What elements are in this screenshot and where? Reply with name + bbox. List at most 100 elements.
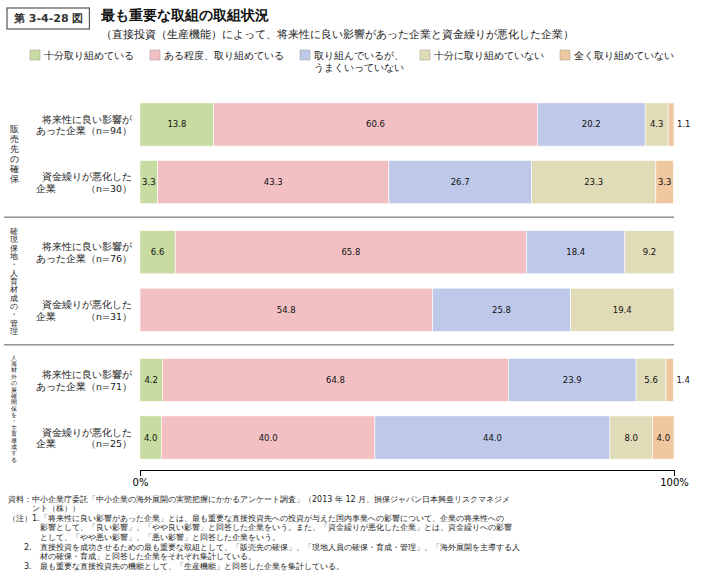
row-label: 将来性に良い影響があった企業（n=94）: [36, 113, 133, 136]
title: 最も重要な取組の取組状況: [100, 7, 269, 23]
data-label: 1.4: [676, 375, 690, 385]
bar-segment: [610, 416, 653, 459]
row-label: 将来性に良い影響があった企業（n=76）: [36, 241, 133, 264]
data-label: 26.7: [451, 177, 470, 187]
x-tick-label: 100%: [660, 477, 689, 488]
group-separators: [4, 217, 674, 345]
data-label: 8.0: [625, 433, 639, 443]
data-label: 43.3: [264, 177, 283, 187]
legend-swatch: [300, 50, 310, 60]
chart-container: 第 3-4-28 図 最も重要な取組の取組状況 （直接投資（生産機能）によって、将来…: [0, 0, 704, 576]
bar-segment: [162, 358, 508, 401]
bar-segment: [140, 103, 214, 146]
x-axis: 0% 100%: [133, 470, 689, 488]
group-labels: 販売先の確保確現保地・人育材成の・管理人海材外の展確開保を・主育導成する: [9, 123, 19, 463]
bar-segment: [653, 416, 674, 459]
x-tick: 0%: [133, 470, 149, 488]
data-label: 44.0: [483, 433, 502, 443]
row-label: 資金繰りが悪化した企業 （n=30）: [36, 171, 132, 194]
bar-segment: [140, 358, 162, 401]
data-label: 19.4: [613, 305, 632, 315]
chart-svg: 第 3-4-28 図 最も重要な取組の取組状況 （直接投資（生産機能）によって、将来…: [0, 0, 704, 576]
figure-label: 第 3-4-28 図: [13, 12, 83, 25]
legend-label: 十分取り組めている: [44, 50, 134, 61]
legend-swatch: [560, 50, 570, 60]
x-tick-mark: [140, 470, 141, 476]
axis-domain: [141, 471, 675, 477]
data-label: 4.2: [144, 375, 158, 385]
legend-item: 全く取り組めていない: [560, 50, 674, 61]
data-label: 4.0: [657, 433, 671, 443]
group-separator: [4, 217, 674, 218]
bar-segment: [433, 288, 571, 331]
subtitle: （直接投資（生産機能）によって、将来性に良い影響があった企業と資金繰りが悪化した…: [101, 28, 574, 40]
note: として、「やや悪い影響」、「悪い影響」と回答した企業をいう。: [8, 533, 280, 542]
data-label: 6.6: [151, 247, 165, 257]
bar-segment: [666, 358, 673, 401]
data-label: 54.8: [277, 305, 296, 315]
note: 2. 直接投資を成功させるための最も重要な取組として、「販売先の確保」、「現地人…: [8, 543, 520, 552]
series-bars: [140, 103, 214, 459]
legend-label: 取り組んでいるが、うまくいっていない: [314, 50, 404, 73]
figure-label-box: [7, 8, 89, 29]
bar-segment: [140, 416, 161, 459]
series-bars: [653, 103, 674, 459]
data-label: 23.9: [563, 375, 582, 385]
data-label: 13.8: [167, 119, 186, 129]
bar-segment: [645, 103, 668, 146]
bar-segment: [214, 103, 538, 146]
legend-item: 十分取り組めている: [30, 50, 134, 61]
note: 材の確保・育成」と回答した企業をそれぞれ集計している。: [8, 552, 256, 561]
bar-segment: [389, 161, 532, 204]
bars: [140, 103, 674, 459]
legend-item: 十分に取り組めていない: [420, 50, 544, 61]
x-tick-label: 0%: [133, 477, 149, 488]
data-label: 18.4: [566, 247, 585, 257]
legend-label: 十分に取り組めていない: [434, 50, 544, 61]
legend-swatch: [30, 50, 40, 60]
data-label: 3.3: [658, 177, 672, 187]
note: 資料：中小企業庁委託「中小企業の海外展開の実態把握にかかるアンケート調査」（20…: [8, 495, 510, 504]
legend-item: 取り組んでいるが、うまくいっていない: [300, 50, 404, 73]
data-label: 65.8: [341, 247, 360, 257]
bar-segment: [508, 358, 636, 401]
bar-segment: [375, 416, 610, 459]
bar-segment: [140, 288, 433, 331]
bar-segment: [140, 161, 158, 204]
group-separator: [4, 344, 674, 345]
x-tick: 100%: [660, 470, 689, 488]
bar-segment: [140, 231, 175, 274]
legend: 十分取り組めている ある程度、取り組めている 取り組んでいるが、うまくいっていない 十…: [30, 50, 674, 73]
row-label: 将来性に良い影響があった企業（n=71）: [36, 369, 133, 392]
bar-segment: [656, 161, 674, 204]
data-label: 40.0: [259, 433, 278, 443]
bar-segment: [158, 161, 389, 204]
legend-swatch: [150, 50, 160, 60]
legend-label: 全く取り組めていない: [574, 50, 674, 61]
bar-segment: [636, 358, 666, 401]
row-label: 資金繰りが悪化した企業 （n=31）: [36, 299, 132, 322]
data-label: 64.8: [326, 375, 345, 385]
bar-segment: [570, 288, 674, 331]
data-label: 23.3: [584, 177, 603, 187]
data-label: 1.1: [677, 119, 691, 129]
data-label: 60.6: [366, 119, 385, 129]
notes: 資料：中小企業庁委託「中小企業の海外展開の実態把握にかかるアンケート調査」（20…: [8, 495, 520, 571]
bar-segment: [537, 103, 645, 146]
legend-label: ある程度、取り組めている: [164, 50, 284, 61]
data-labels: 13.8 3.3 6.6 4.2 4.0 60.6 43.3 65.8 54.8 64.8 40.0…: [142, 119, 690, 442]
data-label: 4.0: [144, 433, 158, 443]
note: ント（株））: [8, 504, 80, 513]
bar-segment: [625, 231, 674, 274]
group-label: 人海材外の展確開保を・主育導成する: [10, 355, 17, 463]
series-bars: [375, 103, 645, 459]
bar-segment: [527, 231, 625, 274]
plot: 13.8 3.3 6.6 4.2 4.0 60.6 43.3 65.8 54.8 64.8 40.0…: [4, 103, 691, 488]
data-label: 25.8: [492, 305, 511, 315]
bar-segment: [668, 103, 674, 146]
series-bars: [531, 103, 674, 459]
data-label: 3.3: [142, 177, 156, 187]
row-label: 資金繰りが悪化した企業 （n=25）: [36, 426, 132, 449]
bar-segment: [161, 416, 375, 459]
bar-segment: [175, 231, 526, 274]
